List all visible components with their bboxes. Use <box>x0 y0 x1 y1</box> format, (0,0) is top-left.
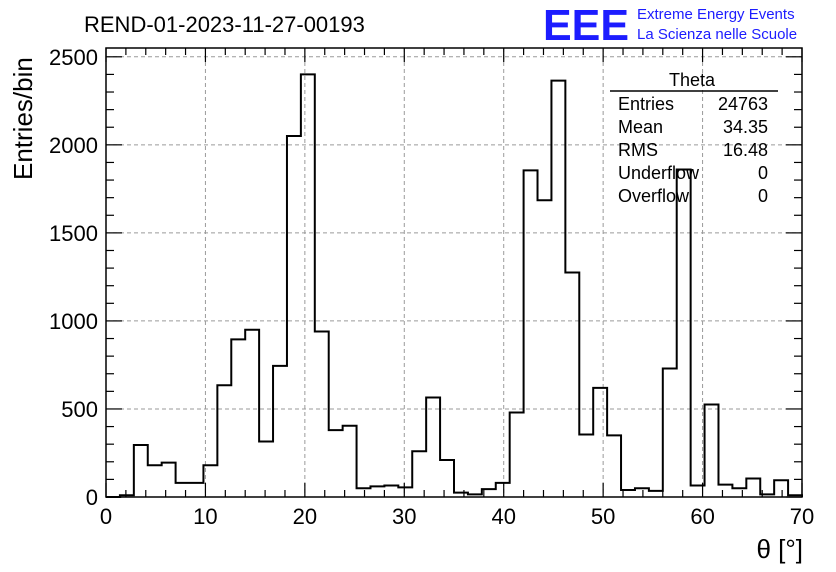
brand-line-1: Extreme Energy Events <box>637 6 795 23</box>
y-tick-label: 500 <box>61 397 98 422</box>
x-tick-label: 0 <box>100 504 112 529</box>
run-title: REND-01-2023-11-27-00193 <box>84 12 365 37</box>
histogram-step-line <box>106 73 803 498</box>
x-tick-labels: 0 10 20 30 40 50 60 70 <box>100 504 814 529</box>
y-tick-label: 2000 <box>49 133 98 158</box>
grid-lines <box>106 48 802 497</box>
stats-value: 24763 <box>718 94 768 114</box>
stats-rows: Entries 24763 Mean 34.35 RMS 16.48 Underflow 0 O… <box>618 94 768 206</box>
y-tick-label: 1500 <box>49 221 98 246</box>
axis-ticks <box>105 48 803 498</box>
stats-label: Underflow <box>618 163 700 183</box>
y-axis-title: Entries/bin <box>8 57 38 180</box>
stats-label: RMS <box>618 140 658 160</box>
stats-label: Entries <box>618 94 674 114</box>
x-tick-label: 30 <box>392 504 416 529</box>
stats-label: Mean <box>618 117 663 137</box>
stats-box: Theta Entries 24763 Mean 34.35 RMS 16.48 Under… <box>610 70 778 206</box>
plot-frame <box>105 47 803 498</box>
x-tick-label: 10 <box>193 504 217 529</box>
y-tick-label: 0 <box>86 485 98 510</box>
brand-line-2: La Scienza nelle Scuole <box>637 26 797 43</box>
y-tick-label: 2500 <box>49 45 98 70</box>
eee-logo-text: EEE <box>543 1 629 50</box>
x-tick-label: 60 <box>690 504 714 529</box>
stats-box-title: Theta <box>669 70 716 90</box>
stats-value: 0 <box>758 186 768 206</box>
x-tick-label: 20 <box>293 504 317 529</box>
y-tick-label: 1000 <box>49 309 98 334</box>
stats-label: Overflow <box>618 186 690 206</box>
x-axis-title: θ [°] <box>756 534 803 564</box>
eee-logo: EEE <box>543 1 629 50</box>
stats-value: 34.35 <box>723 117 768 137</box>
x-tick-label: 40 <box>491 504 515 529</box>
x-tick-label: 70 <box>790 504 814 529</box>
stats-value: 0 <box>758 163 768 183</box>
x-tick-label: 50 <box>591 504 615 529</box>
y-tick-labels: 0 500 1000 1500 2000 2500 <box>49 45 98 510</box>
stats-value: 16.48 <box>723 140 768 160</box>
